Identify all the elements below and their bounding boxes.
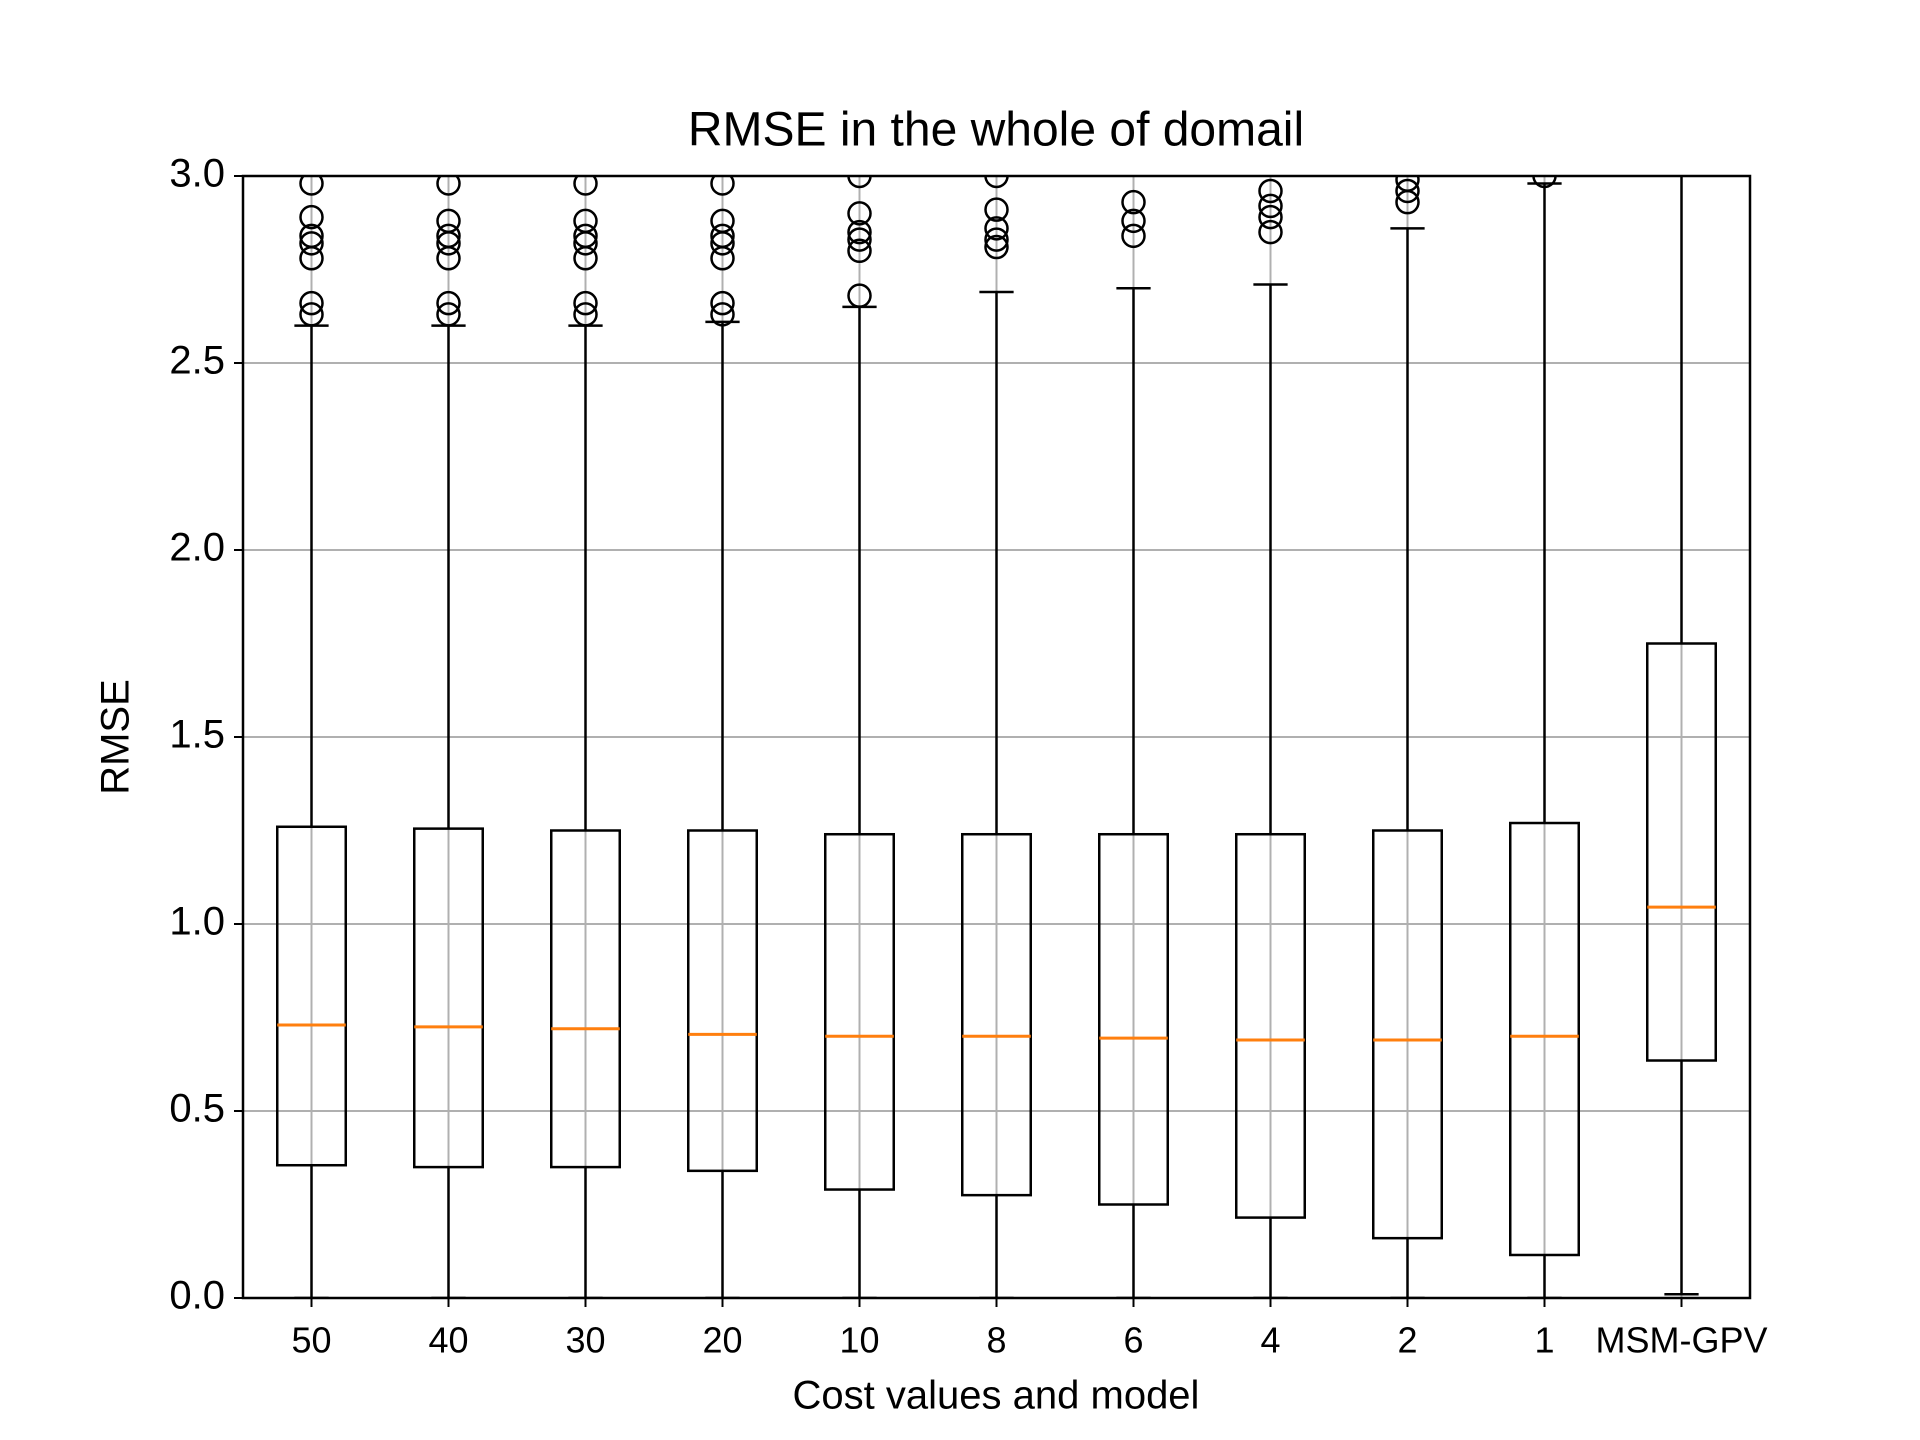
flier xyxy=(847,219,872,245)
flier xyxy=(299,290,324,316)
y-axis-label: RMSE xyxy=(94,679,138,795)
flier xyxy=(1121,223,1146,249)
flier xyxy=(847,238,872,264)
box xyxy=(824,832,895,1191)
flier xyxy=(1395,176,1420,192)
flier xyxy=(710,208,735,234)
x-tick-label: 1 xyxy=(1534,1320,1554,1361)
flier xyxy=(436,302,461,327)
y-tick-label: 0.5 xyxy=(169,1087,225,1131)
x-tick-label: 10 xyxy=(839,1320,879,1361)
x-tick-label: 40 xyxy=(428,1320,468,1361)
flier xyxy=(1121,189,1146,215)
flier xyxy=(573,176,598,196)
y-tick-label: 0.0 xyxy=(169,1274,225,1318)
box xyxy=(1646,642,1717,1062)
flier xyxy=(1258,204,1283,230)
flier xyxy=(299,231,324,256)
box xyxy=(961,832,1032,1197)
flier xyxy=(847,283,872,308)
flier xyxy=(299,204,324,230)
x-tick-label: 6 xyxy=(1123,1320,1143,1361)
chart-title: RMSE in the whole of domail xyxy=(688,104,1304,157)
flier xyxy=(847,201,872,226)
y-tick-label: 3.0 xyxy=(169,152,225,196)
flier xyxy=(1258,193,1283,219)
x-tick-label: 20 xyxy=(702,1320,742,1361)
flier xyxy=(436,208,461,234)
flier xyxy=(847,176,872,189)
flier xyxy=(573,223,598,249)
flier xyxy=(984,197,1009,222)
flier xyxy=(984,216,1009,241)
flier xyxy=(984,234,1009,260)
x-tick-label: 50 xyxy=(291,1320,331,1361)
box xyxy=(1235,832,1306,1219)
plot-area xyxy=(276,176,1717,1298)
flier xyxy=(984,227,1009,252)
flier xyxy=(710,223,735,249)
flier xyxy=(710,302,735,327)
flier xyxy=(1258,178,1283,204)
box xyxy=(1372,829,1443,1240)
flier xyxy=(984,176,1009,189)
box xyxy=(276,825,347,1167)
flier xyxy=(573,290,598,316)
box xyxy=(413,827,484,1169)
flier xyxy=(1395,178,1420,204)
flier xyxy=(436,176,461,196)
x-tick-label: 2 xyxy=(1397,1320,1417,1361)
flier xyxy=(299,223,324,249)
x-tick-label: 8 xyxy=(986,1320,1006,1361)
box xyxy=(550,829,621,1169)
y-tick-label: 1.5 xyxy=(169,713,225,757)
y-tick-label: 2.0 xyxy=(169,526,225,570)
flier xyxy=(299,176,324,196)
flier xyxy=(847,227,872,252)
x-tick-label: 30 xyxy=(565,1320,605,1361)
y-tick-label: 2.5 xyxy=(169,339,225,383)
x-tick-label: 4 xyxy=(1260,1320,1280,1361)
flier xyxy=(436,290,461,316)
flier xyxy=(436,223,461,249)
flier xyxy=(299,302,324,327)
flier xyxy=(573,208,598,234)
x-tick-label: MSM-GPV xyxy=(1595,1320,1767,1361)
flier xyxy=(573,302,598,327)
y-tick-label: 1.0 xyxy=(169,900,225,944)
flier xyxy=(1258,219,1283,245)
box xyxy=(1098,832,1169,1206)
box xyxy=(1509,821,1580,1257)
box xyxy=(687,829,758,1173)
flier xyxy=(1532,176,1557,189)
flier xyxy=(1121,208,1146,234)
flier xyxy=(710,176,735,196)
x-axis-label: Cost values and model xyxy=(793,1374,1200,1418)
flier xyxy=(710,290,735,316)
